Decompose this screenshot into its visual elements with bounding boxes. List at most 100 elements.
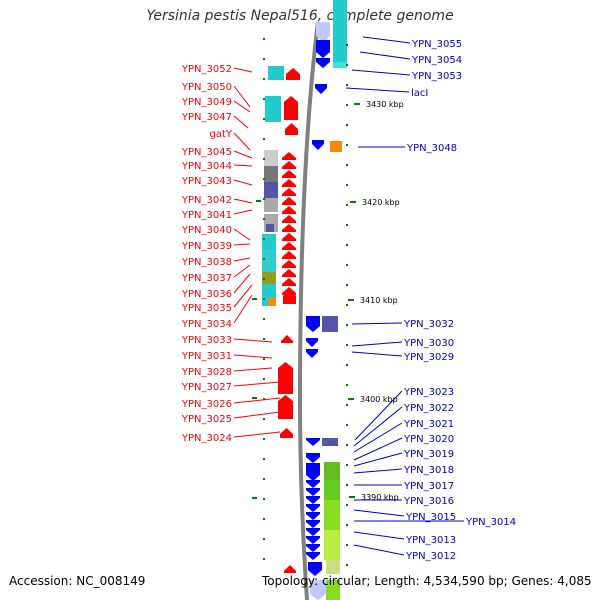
forward-gene-label: YPN_3035 xyxy=(181,303,232,314)
scale-tick-left xyxy=(263,318,265,320)
forward-gene xyxy=(282,188,296,196)
reverse-label-leader xyxy=(353,406,403,447)
scale-tick-right xyxy=(346,164,348,166)
reverse-gene-label: YPN_3019 xyxy=(403,449,454,460)
scale-tick-right xyxy=(346,444,348,446)
forward-gene-label: YPN_3042 xyxy=(181,195,232,206)
reverse-gene xyxy=(310,580,326,600)
scale-tick-left xyxy=(263,478,265,480)
reverse-gene-label: YPN_3020 xyxy=(403,434,454,445)
forward-gene-label: YPN_3050 xyxy=(181,82,232,93)
reverse-gene xyxy=(306,463,320,481)
scale-tick-left xyxy=(263,298,265,300)
forward-gene xyxy=(278,362,293,394)
reverse-gene xyxy=(306,438,320,446)
forward-label-leader xyxy=(233,431,281,438)
cog-box xyxy=(264,182,278,198)
reverse-gene-label: YPN_3030 xyxy=(403,338,454,349)
reverse-label-leader xyxy=(354,390,403,441)
forward-gene xyxy=(282,179,296,187)
reverse-label-leader xyxy=(353,422,403,453)
forward-gene xyxy=(282,278,296,286)
forward-gene-label: YPN_3040 xyxy=(181,225,232,236)
reverse-gene-label: YPN_3014 xyxy=(465,517,516,528)
reverse-gene xyxy=(306,338,318,347)
forward-gene xyxy=(282,161,296,169)
scale-tick-right xyxy=(346,464,348,466)
forward-gene xyxy=(283,290,296,304)
forward-label-leader xyxy=(233,273,251,294)
forward-label-leader xyxy=(233,132,251,151)
cog-box xyxy=(326,560,340,574)
forward-gene-label: YPN_3049 xyxy=(181,97,232,108)
cog-box xyxy=(324,462,340,480)
kbp-major-tick xyxy=(348,398,354,400)
reverse-gene xyxy=(316,58,330,68)
cog-box xyxy=(322,316,338,332)
reverse-gene-label: YPN_3021 xyxy=(403,419,454,430)
forward-label-leader xyxy=(233,150,253,159)
reverse-genes xyxy=(306,22,330,600)
forward-gene-label: YPN_3036 xyxy=(181,289,232,300)
cog-box xyxy=(262,272,276,284)
scale-tick-right xyxy=(346,104,348,106)
reverse-gene-label: YPN_3013 xyxy=(405,535,456,546)
forward-gene xyxy=(286,68,300,80)
forward-gene xyxy=(282,170,296,178)
forward-label-leader xyxy=(233,164,253,167)
scale-tick-left xyxy=(263,278,265,280)
reverse-gene-label: YPN_3018 xyxy=(403,465,454,476)
reverse-label-leader xyxy=(353,531,405,540)
kbp-label: 3390 kbp xyxy=(361,493,399,502)
reverse-gene xyxy=(306,453,320,463)
scale-tick-right xyxy=(346,364,348,366)
forward-label-leader xyxy=(233,115,249,129)
kbp-label: 3400 kbp xyxy=(360,395,398,404)
forward-gene xyxy=(281,335,293,343)
scale-tick-left xyxy=(263,58,265,60)
scale-tick-left xyxy=(263,378,265,380)
forward-label-leader xyxy=(233,198,253,204)
reverse-label-leader xyxy=(351,322,403,325)
forward-gene xyxy=(282,242,296,250)
reverse-label-leader xyxy=(353,437,403,461)
reverse-gene-label: lacI xyxy=(411,88,428,99)
genome-title: Yersinia pestis Nepal516, complete genom… xyxy=(146,8,454,24)
forward-gene-label: YPN_3027 xyxy=(181,382,232,393)
forward-gene-label: YPN_3025 xyxy=(181,414,232,425)
reverse-label-leader xyxy=(362,36,411,44)
cog-box xyxy=(264,166,278,182)
cog-box xyxy=(324,530,340,560)
scale-tick-major-left xyxy=(252,397,257,399)
kbp-label: 3410 kbp xyxy=(360,296,398,305)
reverse-gene-label: YPN_3053 xyxy=(411,71,462,82)
forward-gene-label: YPN_3038 xyxy=(181,257,232,268)
reverse-gene xyxy=(306,316,320,332)
scale-tick-left xyxy=(263,138,265,140)
scale-tick-left xyxy=(263,178,265,180)
forward-label-leader xyxy=(233,264,251,278)
scale-tick-left xyxy=(263,118,265,120)
reverse-gene xyxy=(306,536,320,544)
reverse-label-leader xyxy=(351,351,403,357)
forward-label-leader xyxy=(233,179,253,186)
reverse-label-leader xyxy=(359,51,411,60)
scale-tick-left xyxy=(263,538,265,540)
kbp-major-tick xyxy=(349,496,355,498)
cog-box xyxy=(333,62,347,68)
forward-gene xyxy=(282,251,296,259)
scale-tick-right xyxy=(346,524,348,526)
scale-tick-right xyxy=(346,144,348,146)
forward-label-leader xyxy=(233,381,281,387)
forward-gene xyxy=(282,197,296,205)
reverse-gene xyxy=(312,140,324,150)
reverse-gene xyxy=(306,480,320,488)
scale-tick-left xyxy=(263,98,265,100)
kbp-major-tick xyxy=(350,201,356,203)
scale-tick-left xyxy=(263,558,265,560)
scale-tick-right xyxy=(346,384,348,386)
reverse-gene-label: YPN_3012 xyxy=(405,551,456,562)
scale-tick-right xyxy=(346,344,348,346)
scale-tick-left xyxy=(263,418,265,420)
scale-tick-right xyxy=(346,484,348,486)
